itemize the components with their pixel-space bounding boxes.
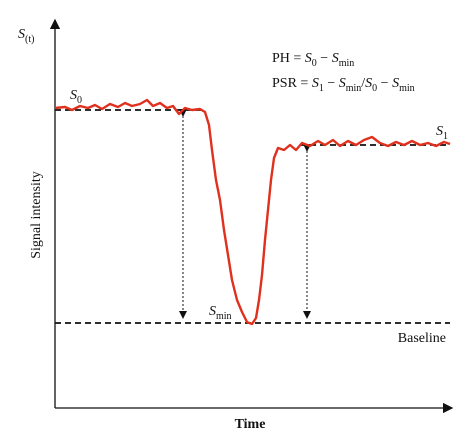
text-part: − <box>317 51 332 66</box>
baseline-label: Baseline <box>398 331 446 346</box>
subscript: 1 <box>443 131 448 142</box>
s1-label: S1 <box>436 124 448 142</box>
subscript: min <box>399 83 415 94</box>
y-axis-symbol: S(t) <box>18 27 34 45</box>
text-part: S <box>305 51 312 66</box>
text-part: S <box>332 51 339 66</box>
y-axis-label: Signal intensity <box>29 171 44 259</box>
subscript: 1 <box>319 83 324 94</box>
text-part: S <box>18 27 25 42</box>
signal-curve <box>54 98 451 326</box>
smin-label: Smin <box>209 304 232 322</box>
s0-label: S0 <box>70 88 82 106</box>
subscript: min <box>339 58 355 69</box>
text-part: PH = <box>272 51 305 66</box>
text-part: − <box>324 76 339 91</box>
text-part: S <box>312 76 319 91</box>
subscript: 0 <box>77 95 82 106</box>
text-part: S <box>365 76 372 91</box>
text-part: / <box>361 76 365 91</box>
text-part: S <box>436 124 443 139</box>
text-part: S <box>70 88 77 103</box>
subscript: 0 <box>312 58 317 69</box>
subscript: 0 <box>372 83 377 94</box>
text-part: − <box>377 76 392 91</box>
subscript: min <box>216 311 232 322</box>
text-part: PSR = <box>272 76 312 91</box>
text-part: S <box>392 76 399 91</box>
psr-formula: PSR = S1 − Smin/S0 − Smin <box>272 76 415 94</box>
subscript: (t) <box>25 34 34 45</box>
ph-formula: PH = S0 − Smin <box>272 51 354 69</box>
x-axis-label: Time <box>235 417 266 432</box>
text-part: S <box>339 76 346 91</box>
subscript: min <box>346 83 362 94</box>
text-part: S <box>209 304 216 319</box>
